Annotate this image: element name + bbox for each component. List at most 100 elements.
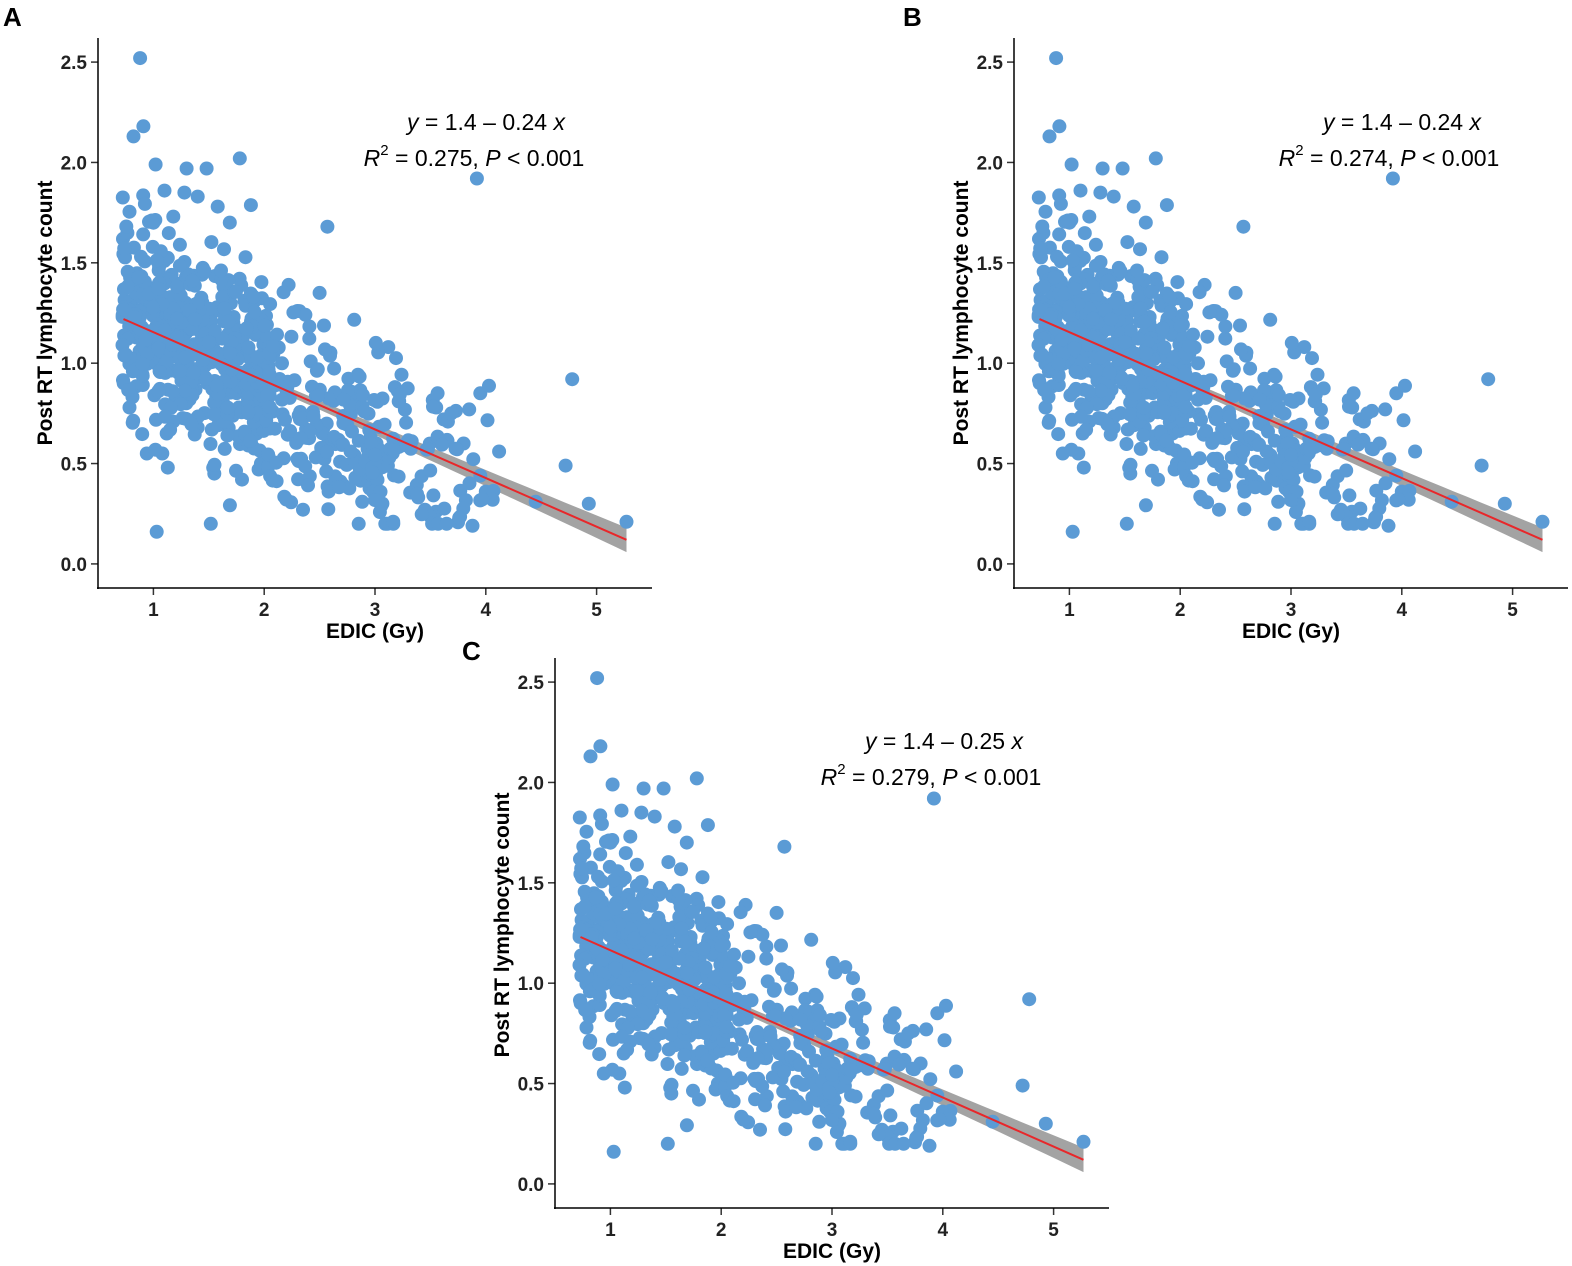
data-point: [558, 458, 573, 473]
data-point: [1162, 289, 1177, 304]
fit-line: [1039, 318, 1543, 541]
data-point: [733, 905, 748, 920]
data-point: [355, 494, 370, 509]
data-point: [707, 970, 722, 985]
y-tick-label: 1.5: [61, 254, 88, 275]
data-point: [222, 498, 237, 513]
data-point: [1138, 215, 1153, 230]
x-axis-title: EDIC (Gy): [783, 1240, 881, 1263]
data-point: [824, 1113, 839, 1127]
data-point: [606, 1144, 621, 1159]
data-point: [1199, 424, 1214, 438]
data-point: [1214, 459, 1229, 474]
data-point: [758, 1098, 772, 1113]
data-point: [700, 818, 715, 833]
data-point: [480, 413, 495, 428]
data-point: [184, 417, 199, 432]
data-point: [674, 1061, 689, 1076]
y-tick-label: 1.0: [518, 974, 544, 995]
data-point: [1094, 383, 1109, 398]
data-point: [829, 1125, 844, 1139]
data-point: [1076, 1134, 1091, 1149]
data-point: [1293, 417, 1308, 432]
data-point: [1218, 331, 1233, 346]
data-point: [199, 371, 214, 386]
data-point: [309, 363, 324, 378]
x-tick-label: 5: [591, 600, 602, 621]
y-tick-label: 0.5: [61, 455, 88, 476]
data-point: [606, 873, 621, 888]
data-point: [1117, 335, 1132, 350]
x-ticks: 1 2 3 4 5: [1064, 588, 1518, 621]
data-point: [894, 1121, 909, 1136]
r-squared-p-value: R2 = 0.275, P < 0.001: [364, 142, 585, 171]
data-point: [343, 444, 358, 459]
data-point: [689, 771, 704, 786]
data-point: [221, 314, 236, 329]
data-point: [229, 463, 243, 478]
data-point: [122, 400, 137, 415]
data-point: [654, 884, 669, 898]
y-tick-label: 2.0: [518, 773, 544, 794]
data-point: [1119, 437, 1134, 451]
data-point: [1305, 351, 1319, 366]
data-point: [301, 478, 315, 493]
data-point: [368, 335, 383, 350]
data-point: [695, 870, 710, 885]
data-point: [824, 1013, 839, 1027]
data-point: [671, 883, 685, 898]
data-point: [723, 959, 738, 974]
data-point: [1128, 346, 1143, 361]
data-point: [115, 190, 130, 205]
data-point: [778, 1104, 793, 1119]
data-point: [352, 369, 367, 384]
data-point: [1034, 347, 1049, 362]
data-point: [247, 304, 262, 319]
data-point: [179, 161, 194, 176]
data-point: [1381, 518, 1396, 533]
data-point: [809, 989, 824, 1004]
data-point: [246, 289, 261, 304]
data-point: [623, 829, 638, 844]
data-point: [905, 1061, 920, 1076]
data-point: [1086, 279, 1100, 294]
y-axis-title: Post RT lymphocyte count: [950, 181, 973, 446]
data-point: [372, 505, 387, 519]
data-point: [714, 938, 729, 953]
data-point: [1342, 488, 1357, 503]
data-point: [448, 441, 463, 456]
data-point: [386, 514, 401, 529]
data-point: [269, 474, 284, 489]
data-point: [777, 1064, 791, 1079]
data-point: [799, 1101, 814, 1116]
data-point: [1179, 297, 1194, 312]
data-point: [239, 321, 254, 336]
x-ticks: 1 2 3 4 5: [605, 1208, 1059, 1241]
data-point: [802, 1044, 816, 1059]
data-point: [1401, 492, 1416, 507]
data-point: [1252, 392, 1267, 407]
data-point: [1139, 346, 1153, 361]
data-point: [399, 415, 414, 430]
x-tick-label: 5: [1507, 600, 1518, 621]
data-point: [270, 327, 284, 342]
data-point: [131, 270, 146, 285]
r-squared-p-value: R2 = 0.279, P < 0.001: [821, 761, 1042, 790]
data-point: [641, 1037, 656, 1052]
data-point: [160, 353, 175, 368]
data-point: [759, 951, 774, 966]
data-point: [250, 350, 265, 365]
y-tick-label: 2.0: [977, 153, 1003, 174]
data-point: [1382, 452, 1397, 467]
data-point: [812, 1008, 827, 1023]
data-point: [1067, 281, 1082, 296]
data-point: [1353, 501, 1368, 516]
data-point: [591, 869, 605, 884]
data-point: [217, 301, 232, 316]
data-point: [727, 947, 741, 962]
data-point: [1077, 226, 1092, 241]
data-point: [212, 346, 227, 361]
data-point: [267, 421, 282, 436]
data-point: [630, 983, 645, 998]
y-tick-label: 0.5: [518, 1075, 545, 1096]
